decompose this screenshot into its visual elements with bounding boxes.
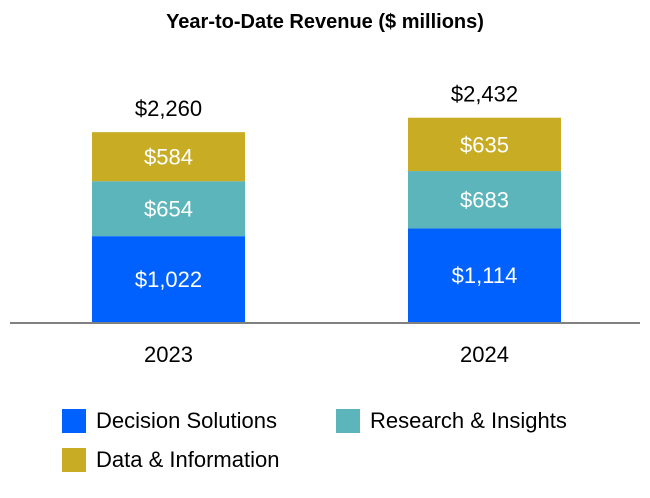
total-label: $2,432 [451, 82, 518, 107]
legend-item-research-insights: Research & Insights [336, 408, 567, 434]
legend-label: Data & Information [96, 447, 280, 472]
bar-segment [92, 132, 245, 182]
legend-label: Research & Insights [370, 408, 567, 433]
legend-item-decision-solutions: Decision Solutions [62, 408, 277, 434]
legend-swatch [62, 409, 86, 433]
x-tick-label: 2024 [460, 342, 509, 367]
bar-segment [92, 181, 245, 237]
total-label: $2,260 [135, 96, 202, 121]
data-label: $635 [460, 132, 509, 157]
legend-swatch [62, 448, 86, 472]
data-label: $683 [460, 188, 509, 213]
legend-label: Decision Solutions [96, 408, 277, 433]
data-label: $654 [144, 197, 193, 222]
chart-title: Year-to-Date Revenue ($ millions) [166, 11, 484, 33]
x-tick-label: 2023 [144, 342, 193, 367]
bar-segment [408, 228, 561, 322]
data-label: $584 [144, 145, 193, 170]
bar-segment [92, 236, 245, 322]
legend-swatch [336, 409, 360, 433]
bar-segment [408, 171, 561, 229]
bar-segment [408, 117, 561, 172]
legend-item-data-information: Data & Information [62, 447, 279, 473]
data-label: $1,022 [135, 267, 202, 292]
data-label: $1,114 [452, 263, 518, 288]
